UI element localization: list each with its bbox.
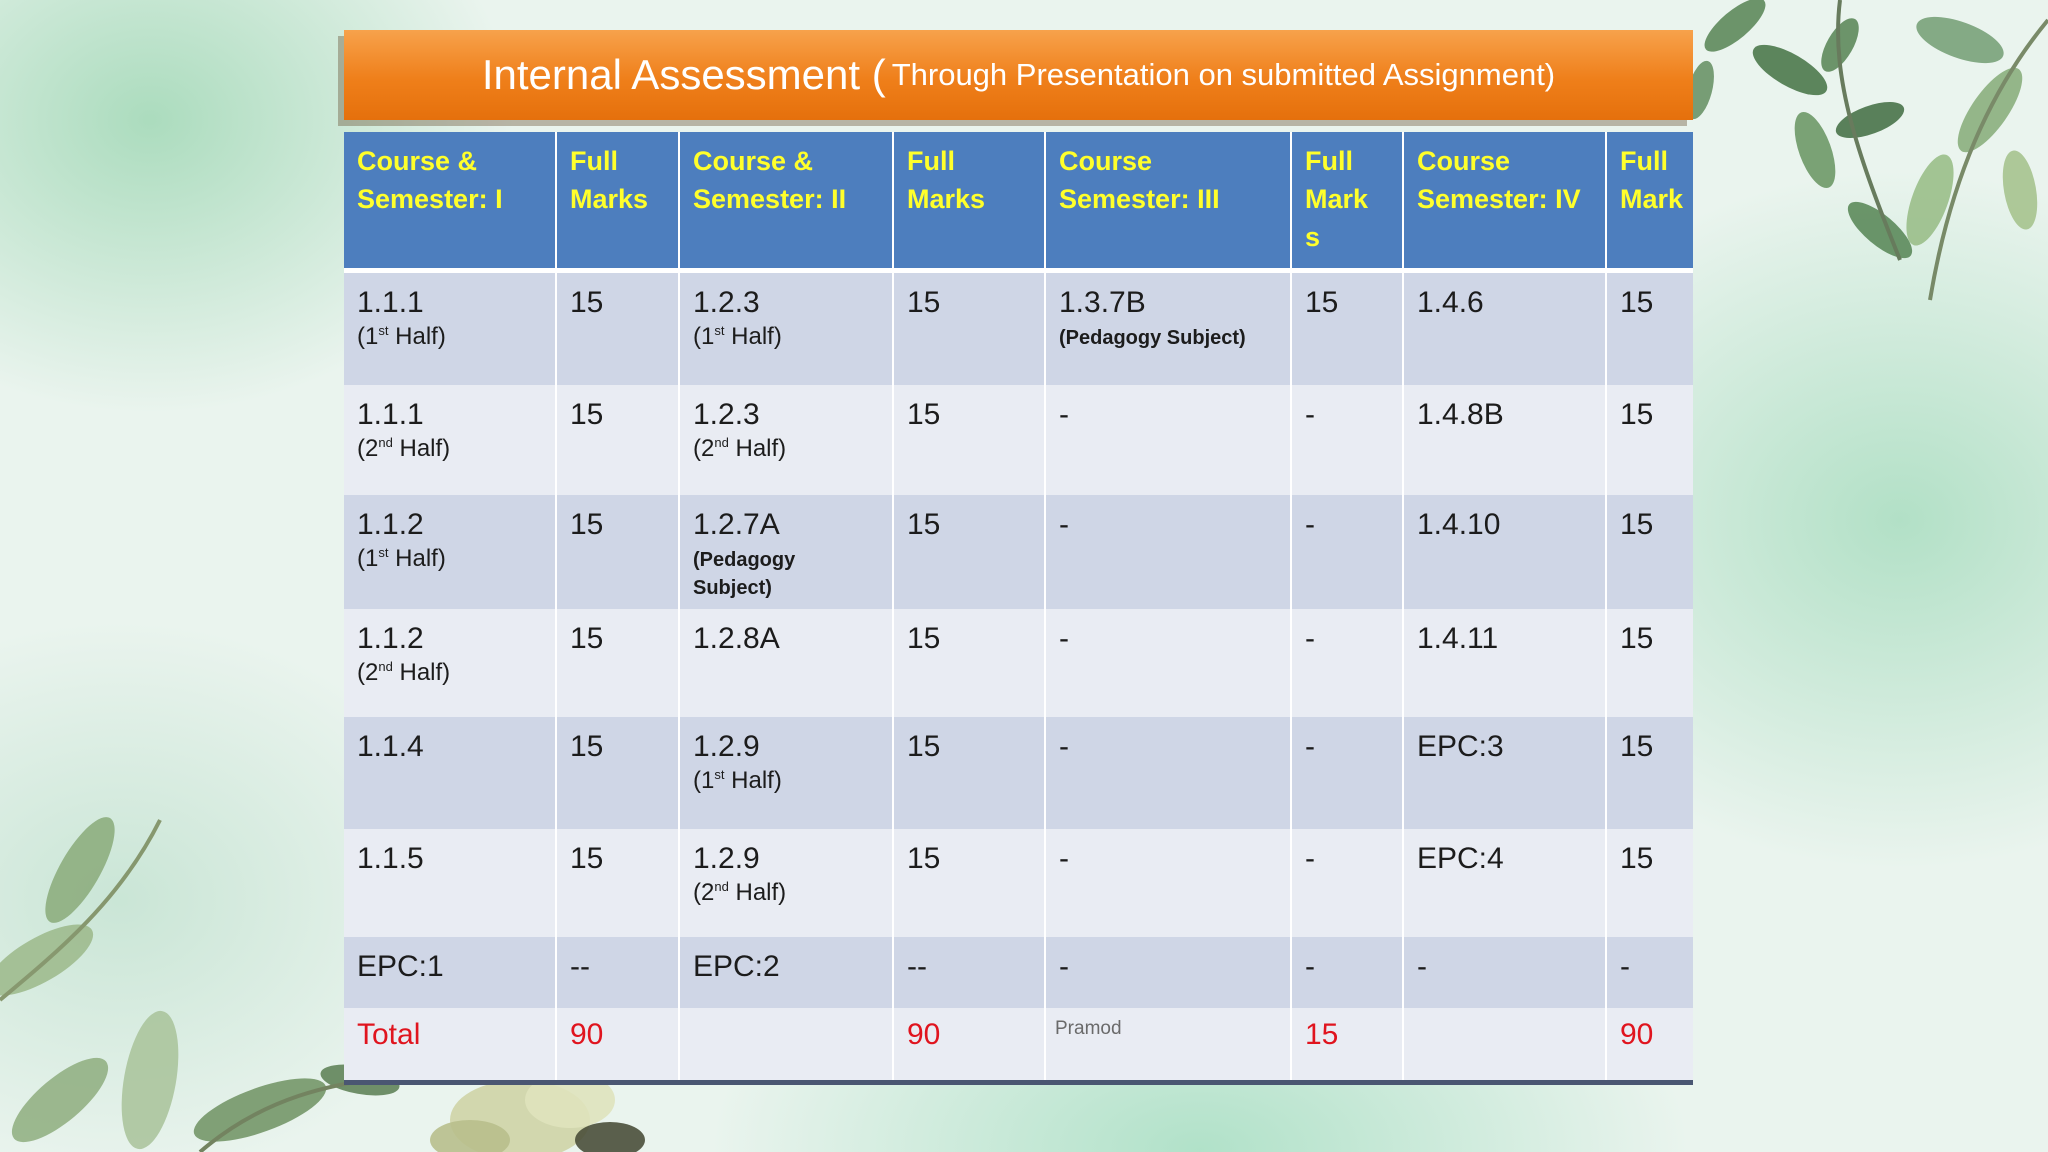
watermark-cell: Pramod [1045, 1007, 1292, 1080]
table-row: 1.1.2 (1st Half) 15 1.2.7A (Pedagogy Subje… [344, 494, 1693, 609]
total-sem3-marks: 15 [1291, 1007, 1404, 1080]
header-full-marks-3: Full Mark s [1291, 132, 1404, 273]
cell-sem1-course: EPC:1 [344, 936, 557, 1008]
cell-sem1-marks: -- [556, 936, 680, 1008]
cell-sem2-marks: 15 [893, 494, 1046, 609]
cell-sem4-course: 1.4.8B [1403, 384, 1607, 495]
total-sem2-marks: 90 [893, 1007, 1046, 1080]
cell-sem3-marks: - [1291, 384, 1404, 495]
cell-sem4-marks: 15 [1606, 270, 1693, 385]
title-main-text: Internal Assessment ( [481, 51, 886, 98]
table-row: 1.1.1 (2nd Half) 15 1.2.3 (2nd Half) 15 - … [344, 384, 1693, 495]
cell-sem3-course: - [1045, 828, 1292, 937]
watermark-text: Pramod [1055, 1017, 1122, 1039]
cell-sem4-marks: - [1606, 936, 1693, 1008]
cell-sem3-course: - [1045, 608, 1292, 717]
cell-sem1-marks: 15 [556, 494, 680, 609]
cell-sem4-marks: 15 [1606, 384, 1693, 495]
total-sem1-marks: 90 [556, 1007, 680, 1080]
cell-sem4-course: 1.4.6 [1403, 270, 1607, 385]
table-row: 1.1.5 15 1.2.9 (2nd Half) 15 - - EPC:4 15 [344, 828, 1693, 937]
cell-sem3-marks: 15 [1291, 270, 1404, 385]
cell-sem4-marks: 15 [1606, 828, 1693, 937]
cell-sem2-course: 1.2.9 (1st Half) [679, 716, 894, 829]
cell-sem1-course: 1.1.1 (2nd Half) [344, 384, 557, 495]
header-full-marks-1: Full Marks [556, 132, 680, 273]
cell-sem3-marks: - [1291, 828, 1404, 937]
total-sem4-marks: 90 [1606, 1007, 1693, 1080]
cell-sem4-marks: 15 [1606, 716, 1693, 829]
cell-sem3-course: - [1045, 494, 1292, 609]
table-row: EPC:1 -- EPC:2 -- - - - - [344, 936, 1693, 1008]
slide-title: Internal Assessment ( Through Presentati… [344, 30, 1693, 120]
cell-sem2-course: 1.2.3 (1st Half) [679, 270, 894, 385]
cell-sem2-marks: 15 [893, 270, 1046, 385]
header-course-semester-1: Course & Semester: I [344, 132, 557, 273]
cell-sem1-marks: 15 [556, 716, 680, 829]
cell-sem2-course: 1.2.8A [679, 608, 894, 717]
table-row: 1.1.2 (2nd Half) 15 1.2.8A 15 - - 1.4.11 … [344, 608, 1693, 717]
table-row: 1.1.1 (1st Half) 15 1.2.3 (1st Half) 15 1.… [344, 270, 1693, 385]
assessment-table-container: Course & Semester: I Full Marks Course & Se… [344, 132, 1693, 1085]
title-sub-text: Through Presentation on submitted Assign… [891, 57, 1556, 92]
cell-sem3-course: - [1045, 936, 1292, 1008]
cell-sem3-marks: - [1291, 936, 1404, 1008]
cell-sem4-marks: 15 [1606, 494, 1693, 609]
cell-sem1-marks: 15 [556, 608, 680, 717]
cell-sem3-marks: - [1291, 608, 1404, 717]
cell-sem2-course: 1.2.7A (Pedagogy Subject) [679, 494, 894, 609]
total-empty-cell [1403, 1007, 1607, 1080]
header-full-marks-4: Full Mark [1606, 132, 1693, 273]
cell-sem2-marks: 15 [893, 608, 1046, 717]
cell-sem1-course: 1.1.5 [344, 828, 557, 937]
total-empty-cell [679, 1007, 894, 1080]
cell-sem3-course: - [1045, 716, 1292, 829]
header-course-semester-4: Course Semester: IV [1403, 132, 1607, 273]
cell-sem1-marks: 15 [556, 828, 680, 937]
cell-sem1-course: 1.1.2 (1st Half) [344, 494, 557, 609]
cell-sem1-course: 1.1.4 [344, 716, 557, 829]
cell-sem1-course: 1.1.2 (2nd Half) [344, 608, 557, 717]
header-course-semester-3: Course Semester: III [1045, 132, 1292, 273]
cell-sem4-course: EPC:3 [1403, 716, 1607, 829]
cell-sem2-course: 1.2.9 (2nd Half) [679, 828, 894, 937]
cell-sem4-course: - [1403, 936, 1607, 1008]
cell-sem3-marks: - [1291, 494, 1404, 609]
table-header-row: Course & Semester: I Full Marks Course & Se… [344, 132, 1693, 273]
leaf-cluster-top-right [1686, 0, 2048, 301]
cell-sem2-marks: -- [893, 936, 1046, 1008]
cell-sem2-course: 1.2.3 (2nd Half) [679, 384, 894, 495]
cell-sem3-course: 1.3.7B (Pedagogy Subject) [1045, 270, 1292, 385]
total-label: Total [344, 1007, 557, 1080]
cell-sem1-marks: 15 [556, 384, 680, 495]
cell-sem4-marks: 15 [1606, 608, 1693, 717]
cell-sem1-course: 1.1.1 (1st Half) [344, 270, 557, 385]
header-course-semester-2: Course & Semester: II [679, 132, 894, 273]
cell-sem2-course: EPC:2 [679, 936, 894, 1008]
cell-sem4-course: EPC:4 [1403, 828, 1607, 937]
cell-sem3-marks: - [1291, 716, 1404, 829]
cell-sem2-marks: 15 [893, 828, 1046, 937]
cell-sem2-marks: 15 [893, 384, 1046, 495]
total-row: Total 90 90 Pramod 15 90 [344, 1007, 1693, 1080]
cell-sem1-marks: 15 [556, 270, 680, 385]
cell-sem4-course: 1.4.10 [1403, 494, 1607, 609]
table-row: 1.1.4 15 1.2.9 (1st Half) 15 - - EPC:3 15 [344, 716, 1693, 829]
cell-sem4-course: 1.4.11 [1403, 608, 1607, 717]
cell-sem2-marks: 15 [893, 716, 1046, 829]
assessment-table: Course & Semester: I Full Marks Course & Se… [344, 132, 1693, 1080]
cell-sem3-course: - [1045, 384, 1292, 495]
header-full-marks-2: Full Marks [893, 132, 1046, 273]
